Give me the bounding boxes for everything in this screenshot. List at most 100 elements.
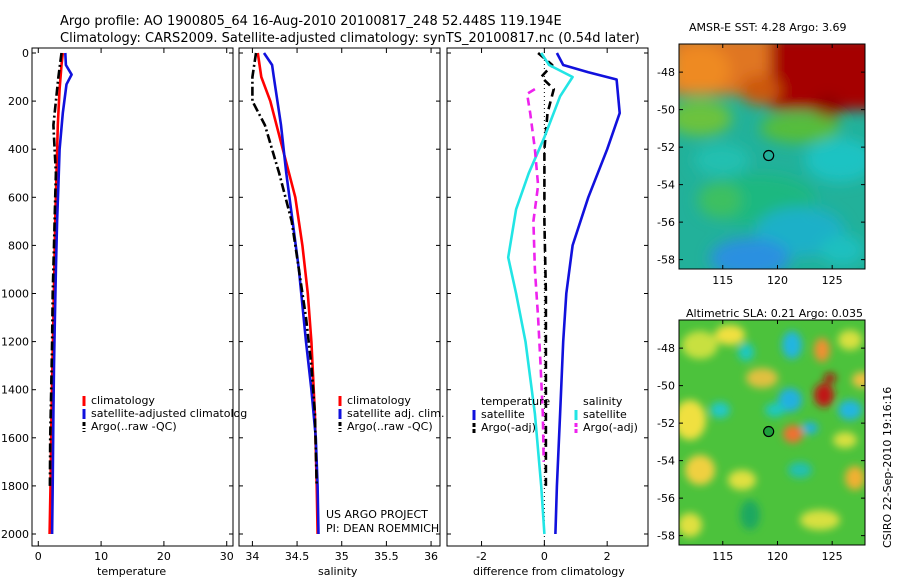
sla-ytick-label-1: -50: [657, 380, 675, 393]
t-ytick-label-2: 400: [8, 143, 29, 156]
d-xtick-label-2: 2: [604, 550, 611, 563]
sla-xtick-label-1: 120: [767, 550, 788, 563]
sst-ytick-label-0: -48: [657, 66, 675, 79]
t-ytick-label-6: 1200: [1, 336, 29, 349]
d-series-1: [537, 52, 556, 486]
temperature-yticks: 0 200 400 600 800 1000 1200 1400 1600 1800 2000: [1, 47, 36, 541]
sla-ytick-label-5: -58: [657, 530, 675, 543]
figure-title-line2: Climatology: CARS2009. Satellite-adjuste…: [60, 31, 640, 46]
sla-yticks: -48 -50 -52 -54 -56 -58: [657, 342, 865, 543]
salinity-panel: 34 34.5 35 35.5 36 salinity climatologysatel…: [238, 47, 444, 578]
sst-ytick-label-5: -58: [657, 254, 675, 267]
difference-legend: temperaturesatelliteArgo(-adj)salinitysa…: [472, 395, 638, 434]
s-xtick-label-4: 36: [424, 550, 438, 563]
sst-map-panel: AMSR-E SST: 4.28 Argo: 3.69 115 120: [657, 21, 866, 287]
salinity-legend-label-2: Argo(..raw -QC): [347, 420, 433, 433]
sla-xticks: 115 120 125: [712, 320, 843, 563]
d-series-0: [554, 52, 622, 535]
t-ytick-label-10: 2000: [1, 528, 29, 541]
sst-field: [679, 44, 865, 269]
temperature-panel: 0 10 20 30 0 200 400 600 800 1000 1200 1400 1600 180…: [1, 47, 247, 578]
temperature-xlabel: temperature: [97, 565, 166, 578]
s-xtick-label-0: 34: [245, 550, 259, 563]
d-xtick-label-0: -2: [476, 550, 487, 563]
s-series-0: [256, 52, 319, 535]
t-xtick-label-1: 10: [94, 550, 108, 563]
t-ytick-label-7: 1400: [1, 384, 29, 397]
s-series-2: [251, 52, 318, 486]
temperature-legend-label-2: Argo(..raw -QC): [91, 420, 177, 433]
t-ytick-label-9: 1800: [1, 480, 29, 493]
d-series-3: [525, 87, 545, 462]
difference-legend-label-s1: Argo(-adj): [583, 421, 638, 434]
sst-float-marker: [763, 149, 775, 162]
sst-yticks: -48 -50 -52 -54 -56 -58: [657, 66, 865, 267]
sla-ytick-label-4: -56: [657, 492, 675, 505]
sst-map-title: AMSR-E SST: 4.28 Argo: 3.69: [689, 21, 847, 34]
temperature-xticks: 0 10 20 30: [35, 48, 234, 563]
s-xtick-label-2: 35: [335, 550, 349, 563]
t-ytick-label-5: 1000: [1, 288, 29, 301]
sst-map-box: [678, 43, 866, 270]
s-xtick-label-1: 34.5: [285, 550, 310, 563]
s-xtick-label-3: 35.5: [374, 550, 399, 563]
sla-ytick-label-3: -54: [657, 455, 675, 468]
salinity-xlabel: salinity: [318, 565, 358, 578]
salinity-legend-label-0: climatology: [347, 394, 411, 407]
difference-axes-box: [446, 47, 649, 547]
salinity-axes-box: [238, 47, 441, 547]
sla-map-panel: Altimetric SLA: 0.21 Argo: 0.035: [657, 307, 866, 563]
sst-xtick-label-0: 115: [712, 274, 733, 287]
sla-ytick-label-2: -52: [657, 417, 675, 430]
t-xtick-label-3: 30: [220, 550, 234, 563]
sst-xtick-label-1: 120: [767, 274, 788, 287]
d-series-2: [506, 52, 574, 535]
difference-legend-title-temperature: temperature: [481, 395, 550, 408]
t-ytick-label-3: 600: [8, 191, 29, 204]
temperature-legend-label-0: climatology: [91, 394, 155, 407]
difference-legend-title-salinity: salinity: [583, 395, 623, 408]
sla-xtick-label-2: 125: [822, 550, 843, 563]
temperature-legend-label-1: satellite-adjusted climatolog: [91, 407, 247, 420]
salinity-legend-label-1: satellite adj. clim.: [347, 407, 444, 420]
sst-ytick-label-4: -56: [657, 216, 675, 229]
difference-legend-label-t0: satellite: [481, 408, 525, 421]
t-ytick-label-1: 200: [8, 95, 29, 108]
sla-xtick-label-0: 115: [712, 550, 733, 563]
sst-xtick-label-2: 125: [822, 274, 843, 287]
t-ytick-label-4: 800: [8, 239, 29, 252]
difference-lines: [506, 48, 622, 546]
sla-map-title: Altimetric SLA: 0.21 Argo: 0.035: [686, 307, 863, 320]
sla-map-box: [678, 319, 866, 546]
t-xtick-label-0: 0: [35, 550, 42, 563]
difference-legend-label-t1: Argo(-adj): [481, 421, 536, 434]
t-ytick-label-8: 1600: [1, 432, 29, 445]
sst-xticks: 115 120 125: [712, 44, 843, 287]
d-xtick-label-1: 0: [541, 550, 548, 563]
t-ytick-label-0: 0: [22, 47, 29, 60]
t-series-2: [48, 52, 63, 486]
s-series-1: [262, 52, 320, 535]
sst-ytick-label-1: -50: [657, 104, 675, 117]
difference-xlabel: difference from climatology: [473, 565, 625, 578]
salinity-lines: [251, 52, 320, 535]
sst-ytick-label-3: -54: [657, 179, 675, 192]
sla-float-marker: [763, 425, 775, 438]
difference-xticks: -2 0 2: [447, 48, 648, 563]
csiro-timestamp: CSIRO 22-Sep-2010 19:16:16: [881, 387, 894, 548]
t-series-1: [50, 52, 73, 535]
credit-pi: PI: DEAN ROEMMICH: [326, 522, 439, 535]
sla-ytick-label-0: -48: [657, 342, 675, 355]
sst-ytick-label-2: -52: [657, 141, 675, 154]
difference-panel: -2 0 2 difference from climatology tempera…: [446, 47, 649, 578]
figure-title-line1: Argo profile: AO 1900805_64 16-Aug-2010 …: [60, 14, 562, 29]
difference-legend-label-s0: satellite: [583, 408, 627, 421]
salinity-xticks: 34 34.5 35 35.5 36: [239, 48, 440, 563]
credit-project: US ARGO PROJECT: [326, 508, 428, 521]
temperature-axes-box: [31, 47, 234, 547]
temperature-lines: [48, 52, 73, 535]
t-xtick-label-2: 20: [157, 550, 171, 563]
